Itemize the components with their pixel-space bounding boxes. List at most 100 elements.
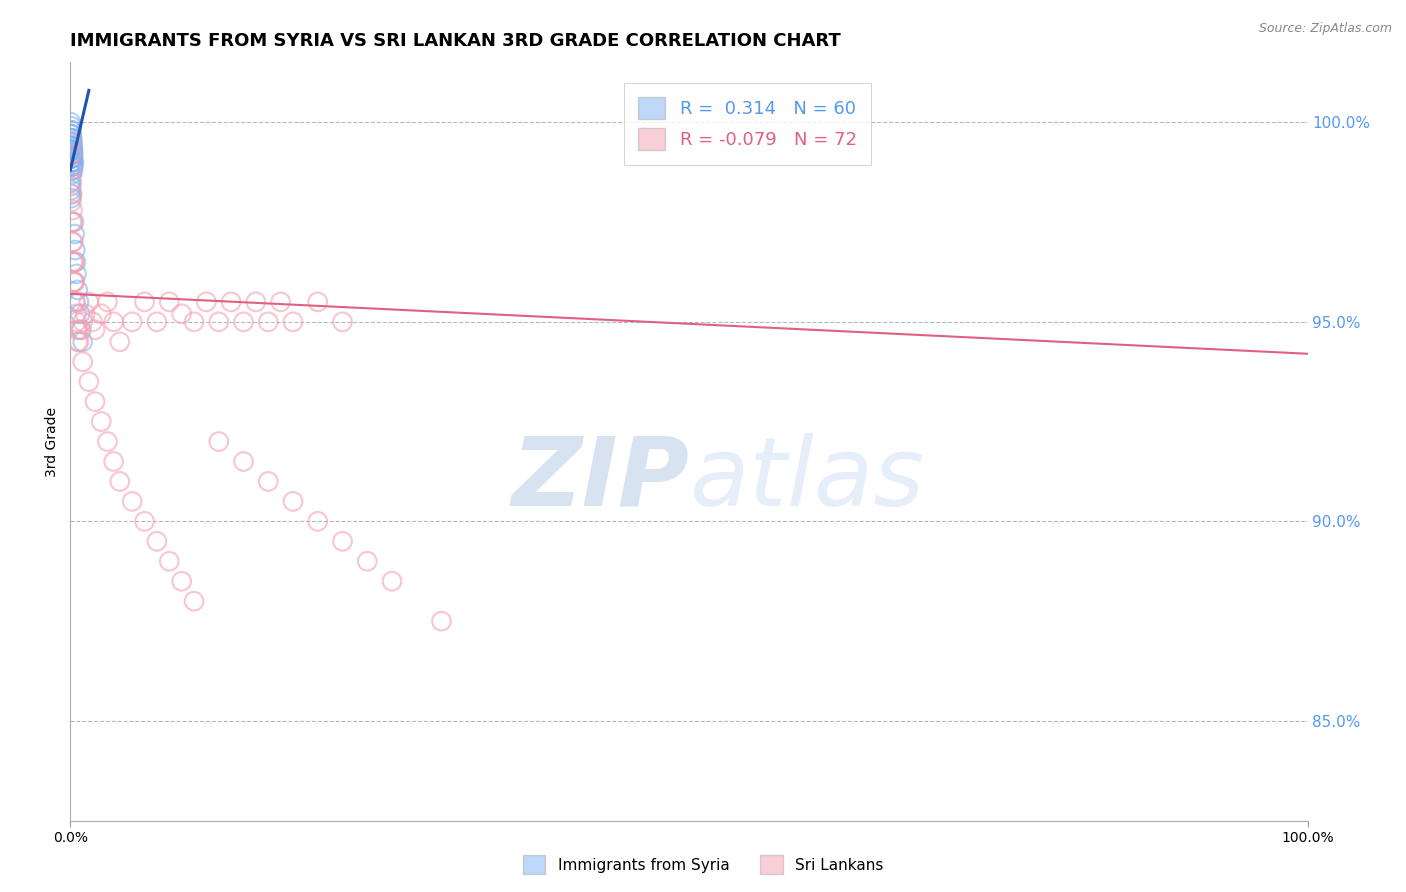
Point	[183, 594, 205, 608]
Point	[62, 159, 84, 173]
Point	[63, 215, 86, 229]
Point	[63, 275, 86, 289]
Point	[65, 267, 87, 281]
Point	[62, 163, 84, 178]
Point	[63, 227, 86, 241]
Point	[60, 131, 83, 145]
Point	[84, 323, 107, 337]
Point	[77, 294, 100, 309]
Point	[96, 434, 118, 449]
Point	[66, 334, 89, 349]
Point	[307, 294, 329, 309]
Point	[62, 159, 84, 173]
Point	[121, 315, 143, 329]
Point	[157, 294, 180, 309]
Point	[146, 315, 169, 329]
Point	[69, 307, 91, 321]
Point	[60, 147, 83, 161]
Point	[146, 534, 169, 549]
Point	[307, 514, 329, 528]
Point	[60, 128, 83, 142]
Point	[96, 294, 118, 309]
Point	[232, 315, 254, 329]
Point	[65, 294, 87, 309]
Point	[82, 315, 104, 329]
Text: atlas: atlas	[689, 433, 924, 526]
Point	[60, 187, 83, 202]
Point	[60, 159, 83, 173]
Point	[90, 307, 112, 321]
Point	[60, 147, 83, 161]
Point	[60, 147, 83, 161]
Point	[65, 255, 87, 269]
Point	[103, 315, 125, 329]
Point	[232, 454, 254, 468]
Point	[59, 115, 82, 129]
Point	[65, 307, 87, 321]
Point	[65, 294, 87, 309]
Point	[60, 195, 83, 210]
Point	[63, 275, 86, 289]
Point	[60, 147, 83, 161]
Point	[65, 315, 87, 329]
Point	[62, 255, 84, 269]
Point	[257, 315, 280, 329]
Point	[62, 147, 84, 161]
Text: Source: ZipAtlas.com: Source: ZipAtlas.com	[1258, 22, 1392, 36]
Point	[60, 179, 83, 194]
Point	[170, 574, 193, 589]
Point	[60, 128, 83, 142]
Point	[60, 175, 83, 189]
Point	[62, 215, 84, 229]
Point	[60, 143, 83, 157]
Point	[103, 454, 125, 468]
Point	[134, 294, 156, 309]
Point	[60, 147, 83, 161]
Point	[257, 475, 280, 489]
Point	[59, 135, 82, 149]
Point	[59, 131, 82, 145]
Point	[65, 243, 87, 257]
Point	[219, 294, 242, 309]
Point	[208, 434, 231, 449]
Point	[381, 574, 404, 589]
Point	[84, 394, 107, 409]
Point	[60, 135, 83, 149]
Point	[60, 215, 83, 229]
Point	[59, 143, 82, 157]
Point	[332, 315, 354, 329]
Point	[72, 315, 94, 329]
Point	[430, 614, 453, 628]
Point	[60, 151, 83, 165]
Point	[245, 294, 267, 309]
Point	[60, 151, 83, 165]
Point	[60, 159, 83, 173]
Point	[195, 294, 218, 309]
Point	[108, 475, 131, 489]
Point	[157, 554, 180, 568]
Point	[70, 323, 93, 337]
Point	[62, 275, 84, 289]
Point	[332, 534, 354, 549]
Point	[75, 307, 97, 321]
Point	[59, 175, 82, 189]
Point	[60, 143, 83, 157]
Point	[66, 323, 89, 337]
Point	[183, 315, 205, 329]
Point	[60, 143, 83, 157]
Point	[72, 355, 94, 369]
Point	[62, 139, 84, 153]
Point	[63, 255, 86, 269]
Point	[62, 155, 84, 169]
Point	[60, 167, 83, 181]
Legend: Immigrants from Syria, Sri Lankans: Immigrants from Syria, Sri Lankans	[516, 849, 890, 880]
Point	[63, 155, 86, 169]
Point	[60, 163, 83, 178]
Point	[60, 120, 83, 134]
Point	[62, 151, 84, 165]
Point	[60, 187, 83, 202]
Point	[62, 203, 84, 218]
Point	[60, 123, 83, 137]
Point	[60, 139, 83, 153]
Point	[62, 143, 84, 157]
